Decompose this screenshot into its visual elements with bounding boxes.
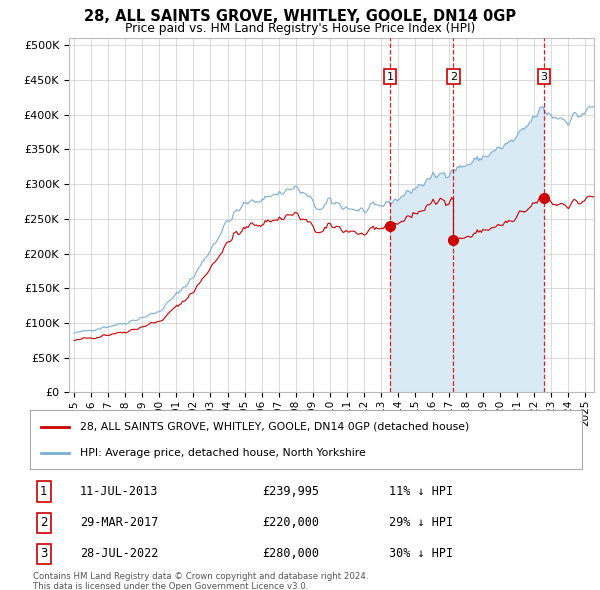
Text: HPI: Average price, detached house, North Yorkshire: HPI: Average price, detached house, Nort… [80, 448, 365, 457]
Text: 2: 2 [449, 71, 457, 81]
Text: £220,000: £220,000 [262, 516, 319, 529]
Text: 3: 3 [541, 71, 548, 81]
Text: 1: 1 [386, 71, 394, 81]
Text: 29% ↓ HPI: 29% ↓ HPI [389, 516, 453, 529]
Text: 3: 3 [40, 548, 47, 560]
Text: 28-JUL-2022: 28-JUL-2022 [80, 548, 158, 560]
Text: £280,000: £280,000 [262, 548, 319, 560]
Text: 11% ↓ HPI: 11% ↓ HPI [389, 485, 453, 498]
Text: Price paid vs. HM Land Registry's House Price Index (HPI): Price paid vs. HM Land Registry's House … [125, 22, 475, 35]
Text: 30% ↓ HPI: 30% ↓ HPI [389, 548, 453, 560]
Text: 28, ALL SAINTS GROVE, WHITLEY, GOOLE, DN14 0GP (detached house): 28, ALL SAINTS GROVE, WHITLEY, GOOLE, DN… [80, 422, 469, 431]
Text: 2: 2 [40, 516, 47, 529]
Text: £239,995: £239,995 [262, 485, 319, 498]
Text: 28, ALL SAINTS GROVE, WHITLEY, GOOLE, DN14 0GP: 28, ALL SAINTS GROVE, WHITLEY, GOOLE, DN… [84, 9, 516, 24]
Text: 1: 1 [40, 485, 47, 498]
Text: 29-MAR-2017: 29-MAR-2017 [80, 516, 158, 529]
Text: Contains HM Land Registry data © Crown copyright and database right 2024.: Contains HM Land Registry data © Crown c… [33, 572, 368, 581]
Text: 11-JUL-2013: 11-JUL-2013 [80, 485, 158, 498]
Text: This data is licensed under the Open Government Licence v3.0.: This data is licensed under the Open Gov… [33, 582, 308, 590]
